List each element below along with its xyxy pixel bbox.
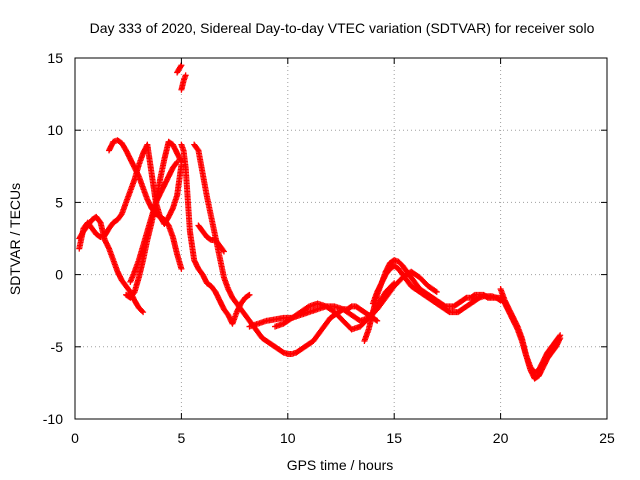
- series-track-c: [106, 137, 185, 272]
- data-point: [140, 309, 147, 316]
- y-tick-label: 10: [47, 122, 63, 138]
- data-marker: [245, 292, 252, 299]
- data-point: [220, 248, 227, 255]
- data-point: [433, 288, 440, 295]
- data-point: [182, 72, 189, 79]
- series-track-n: [369, 262, 504, 316]
- data-marker: [194, 146, 201, 153]
- y-tick-label: -5: [51, 339, 64, 355]
- x-tick-label: 15: [386, 430, 402, 446]
- y-tick-label: 0: [55, 267, 63, 283]
- x-tick-label: 20: [493, 430, 509, 446]
- data-marker: [173, 160, 180, 167]
- data-point: [557, 332, 564, 339]
- data-point: [374, 317, 381, 324]
- series-track-g: [178, 72, 189, 93]
- data-point: [174, 158, 181, 165]
- data-marker: [220, 247, 227, 254]
- series-track-p: [497, 294, 564, 376]
- y-tick-label: 15: [47, 50, 63, 66]
- y-tick-label: 5: [55, 194, 63, 210]
- data-marker: [373, 317, 380, 324]
- series-track-b: [76, 213, 147, 316]
- x-tick-label: 5: [178, 430, 186, 446]
- series-track-f: [174, 62, 185, 76]
- x-tick-label: 0: [71, 430, 79, 446]
- series-track-h: [178, 141, 253, 327]
- data-marker: [177, 63, 184, 70]
- y-tick-label: -10: [43, 411, 63, 427]
- data-markers: [76, 62, 564, 382]
- chart-title: Day 333 of 2020, Sidereal Day-to-day VTE…: [90, 20, 595, 36]
- data-point: [178, 265, 185, 272]
- data-marker: [432, 288, 439, 295]
- data-point: [246, 291, 253, 298]
- x-tick-label: 10: [280, 430, 296, 446]
- grid-lines: [75, 58, 607, 419]
- x-axis-label: GPS time / hours: [287, 457, 394, 473]
- series-track-j: [195, 222, 227, 255]
- series-track-e: [127, 158, 181, 285]
- axis-ticks: 0 5 10 15 20 25 -10 -5 0 5 10 15: [43, 50, 615, 446]
- data-marker: [556, 333, 563, 340]
- y-axis-label: SDTVAR / TECUs: [7, 183, 23, 295]
- plot-frame: [74, 57, 608, 420]
- x-tick-label: 25: [599, 430, 615, 446]
- data-marker: [139, 308, 146, 315]
